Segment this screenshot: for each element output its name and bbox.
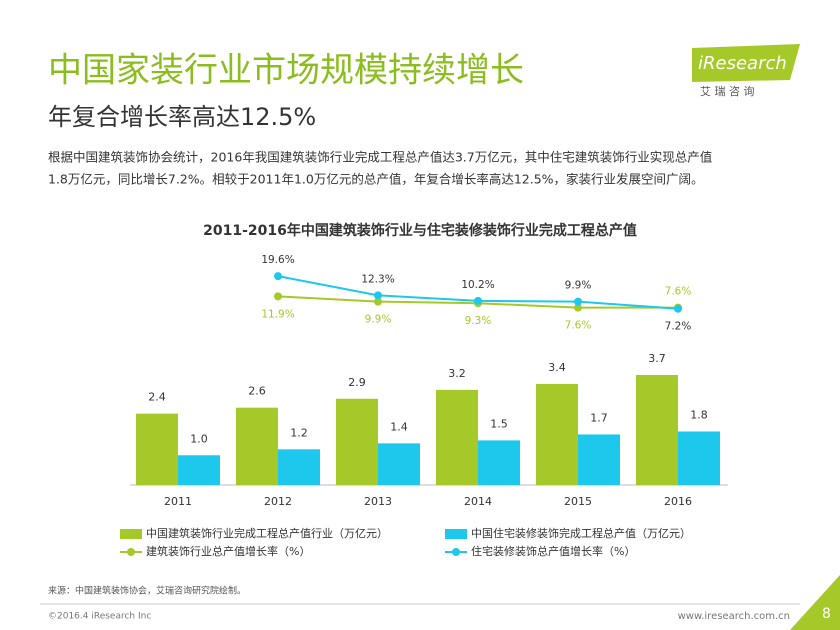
url: www.iresearch.com.cn (678, 611, 790, 622)
page-number: 8 (822, 606, 831, 622)
bar-label: 1.0 (190, 432, 208, 445)
corner (790, 575, 840, 630)
growth-label: 9.9% (565, 280, 592, 292)
legend-swatch (452, 548, 460, 556)
logo: iResearch (698, 53, 787, 74)
growth-label: 19.6% (261, 254, 294, 266)
x-tick-label: 2011 (164, 495, 192, 508)
intro-line: 1.8万亿元，同比增长7.2%。相较于2011年1.0万亿元的总产值，年复合增长… (48, 172, 704, 187)
bar-label: 3.7 (648, 352, 666, 365)
chart-title: 2011-2016年中国建筑装饰行业与住宅装修装饰行业完成工程总产值 (203, 222, 637, 239)
legend-label: 建筑装饰行业总产值增长率（%） (146, 544, 310, 558)
bar-label: 1.7 (590, 411, 608, 424)
bar (236, 407, 278, 485)
bar-label: 1.5 (490, 417, 508, 430)
growth-point (374, 297, 382, 306)
bar (278, 449, 320, 485)
x-tick-label: 2013 (364, 495, 392, 508)
bar-label: 3.2 (448, 367, 466, 380)
bar (578, 434, 620, 485)
bar-label: 3.4 (548, 361, 566, 374)
growth-label: 12.3% (361, 273, 394, 285)
growth-point (574, 297, 582, 306)
copyright: ©2016.4 iResearch Inc (48, 612, 151, 622)
growth-label: 9.9% (365, 314, 392, 326)
bar-label: 1.2 (290, 426, 308, 439)
intro-line: 根据中国建筑装饰协会统计，2016年我国建筑装饰行业完成工程总产值达3.7万亿元… (48, 150, 712, 165)
growth-label: 9.3% (465, 315, 492, 327)
bar-label: 2.9 (348, 376, 366, 389)
growth-point (674, 304, 682, 313)
source: 来源：中国建筑装饰协会，艾瑞咨询研究院绘制。 (48, 585, 246, 597)
bar-label: 2.6 (248, 385, 266, 398)
bar (478, 440, 520, 485)
legend-label: 中国建筑装饰行业完成工程总产值行业（万亿元） (146, 526, 388, 540)
x-tick-label: 2012 (264, 495, 292, 508)
bar (178, 455, 220, 485)
legend-swatch (120, 529, 142, 539)
legend-label: 中国住宅装修装饰完成工程总产值（万亿元） (471, 526, 691, 540)
bar (678, 431, 720, 485)
growth-point (274, 272, 282, 281)
legend-swatch (127, 548, 135, 556)
bar (378, 443, 420, 485)
bar-label: 1.4 (390, 420, 408, 433)
legend-swatch (445, 529, 467, 539)
growth-point (474, 296, 482, 305)
growth-label: 7.6% (565, 320, 592, 332)
legend-label: 住宅装修装饰总产值增长率（%） (471, 544, 635, 558)
logo-cn: 艾 瑞 咨 询 (700, 84, 755, 98)
growth-label: 7.2% (665, 321, 692, 333)
x-tick-label: 2015 (564, 495, 592, 508)
bar (336, 398, 378, 485)
bar (536, 383, 578, 485)
growth-point (274, 292, 282, 301)
logo-shape (692, 44, 800, 82)
x-tick-label: 2016 (664, 495, 692, 508)
subtitle: 年复合增长率高达12.5% (48, 103, 316, 131)
bar (136, 413, 178, 485)
bar (436, 389, 478, 485)
bar-label: 2.4 (148, 391, 166, 404)
bar (636, 374, 678, 485)
growth-point (574, 303, 582, 312)
growth-point (374, 291, 382, 300)
growth-label: 10.2% (461, 279, 494, 291)
x-tick-label: 2014 (464, 495, 492, 508)
bar-label: 1.8 (690, 408, 708, 421)
growth-label: 11.9% (261, 308, 294, 320)
growth-label: 7.6% (665, 286, 692, 298)
title: 中国家装行业市场规模持续增长 (48, 51, 524, 91)
